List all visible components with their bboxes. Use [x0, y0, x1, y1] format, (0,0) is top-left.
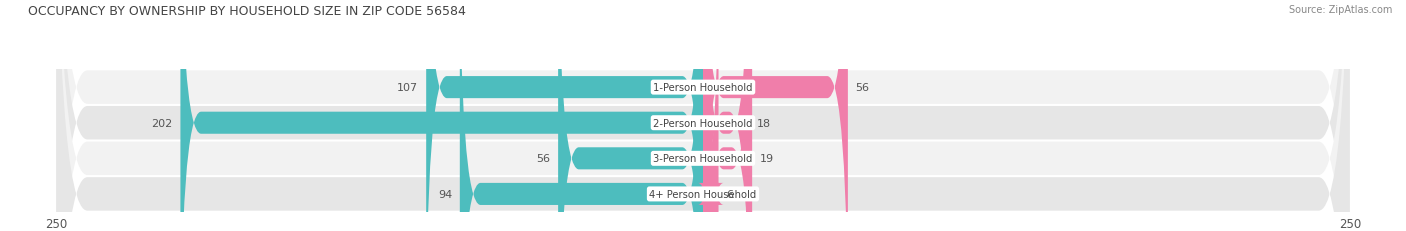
- FancyBboxPatch shape: [703, 0, 848, 231]
- FancyBboxPatch shape: [56, 0, 1350, 231]
- Text: 94: 94: [437, 189, 453, 199]
- FancyBboxPatch shape: [697, 0, 724, 231]
- FancyBboxPatch shape: [56, 0, 1350, 231]
- Text: 56: 56: [856, 83, 870, 93]
- Text: 107: 107: [398, 83, 419, 93]
- FancyBboxPatch shape: [558, 0, 703, 231]
- FancyBboxPatch shape: [426, 0, 703, 231]
- Text: 4+ Person Household: 4+ Person Household: [650, 189, 756, 199]
- FancyBboxPatch shape: [180, 0, 703, 231]
- Text: Source: ZipAtlas.com: Source: ZipAtlas.com: [1288, 5, 1392, 15]
- FancyBboxPatch shape: [703, 0, 752, 231]
- Text: 1-Person Household: 1-Person Household: [654, 83, 752, 93]
- Text: 18: 18: [758, 118, 772, 128]
- Text: 2-Person Household: 2-Person Household: [654, 118, 752, 128]
- Text: 202: 202: [152, 118, 173, 128]
- Text: 6: 6: [727, 189, 734, 199]
- FancyBboxPatch shape: [703, 0, 749, 231]
- FancyBboxPatch shape: [56, 0, 1350, 231]
- Text: 19: 19: [759, 154, 775, 164]
- Text: 3-Person Household: 3-Person Household: [654, 154, 752, 164]
- Text: OCCUPANCY BY OWNERSHIP BY HOUSEHOLD SIZE IN ZIP CODE 56584: OCCUPANCY BY OWNERSHIP BY HOUSEHOLD SIZE…: [28, 5, 465, 18]
- FancyBboxPatch shape: [56, 0, 1350, 231]
- Text: 56: 56: [536, 154, 550, 164]
- FancyBboxPatch shape: [460, 0, 703, 231]
